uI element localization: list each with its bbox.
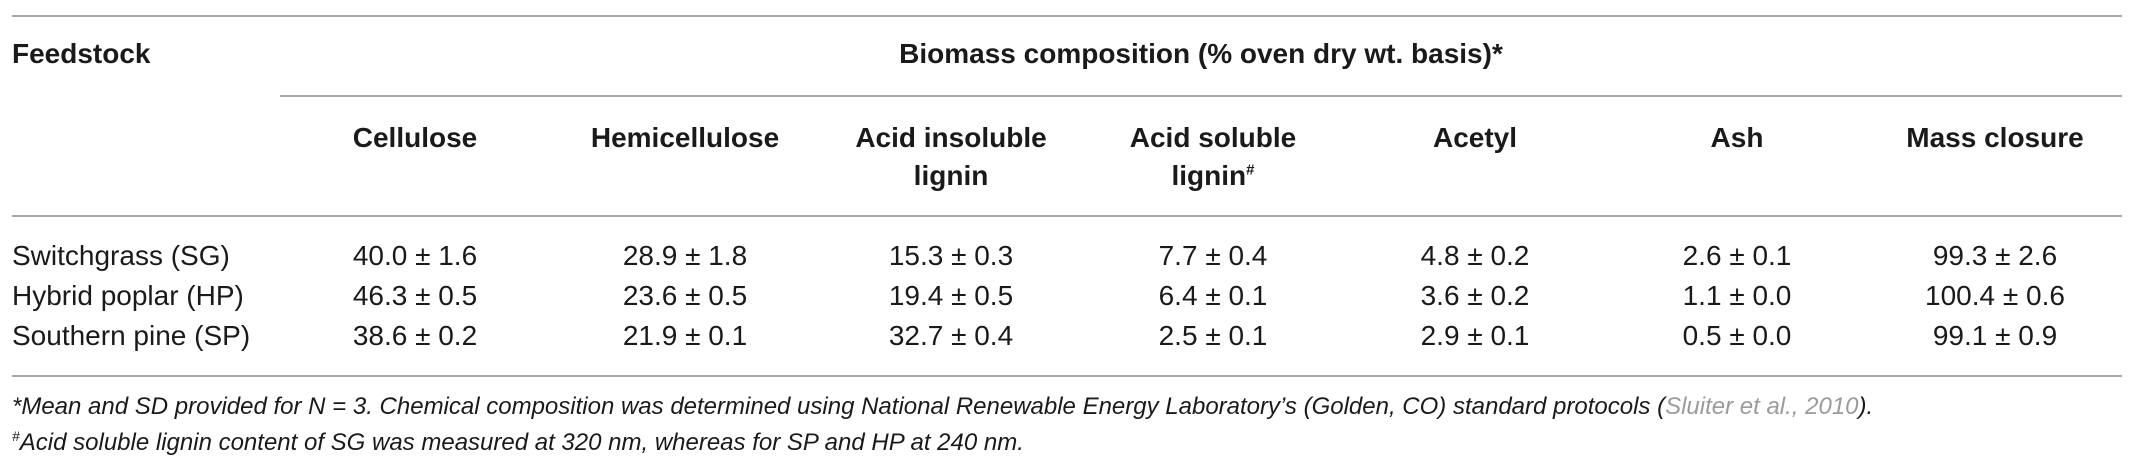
footnote-2: #Acid soluble lignin content of SG was m… <box>12 427 1024 459</box>
table-cell: 28.9 ± 1.8 <box>622 240 748 271</box>
group-header: Biomass composition (% oven dry wt. basi… <box>899 38 1503 69</box>
group-header-rule <box>280 95 2122 97</box>
column-header-acetyl: Acetyl <box>1344 119 1606 157</box>
table-bottom-rule <box>12 375 2122 377</box>
table-cell: 2.9 ± 0.1 <box>1420 320 1530 351</box>
column-header-line: Ash <box>1710 122 1764 153</box>
column-header-line: Mass closure <box>1906 122 2084 153</box>
footnote-1: *Mean and SD provided for N = 3. Chemica… <box>12 391 1873 423</box>
table-cell: 99.1 ± 0.9 <box>1932 320 2058 351</box>
table-cell: 2.5 ± 0.1 <box>1158 320 1268 351</box>
column-header-acid-soluble-lignin: Acid soluble lignin# <box>1082 119 1344 195</box>
footnote-mark: # <box>12 428 20 444</box>
table-cell: 4.8 ± 0.2 <box>1420 240 1530 271</box>
column-header-line: lignin# <box>1082 157 1344 195</box>
table-cell: 21.9 ± 0.1 <box>622 320 748 351</box>
column-header-line-text: lignin <box>1171 160 1247 191</box>
footnote-2-text: Acid soluble lignin content of SG was me… <box>19 429 1024 456</box>
table-cell: 23.6 ± 0.5 <box>622 280 748 311</box>
column-header-line: Acetyl <box>1432 122 1518 153</box>
column-header-line: Cellulose <box>352 122 478 153</box>
column-header-ash: Ash <box>1606 119 1868 157</box>
column-header-hemicellulose: Hemicellulose <box>550 119 820 157</box>
table-cell: 15.3 ± 0.3 <box>888 240 1014 271</box>
table-cell: 99.3 ± 2.6 <box>1932 240 2058 271</box>
table-cell: 32.7 ± 0.4 <box>888 320 1014 351</box>
table-cell: 38.6 ± 0.2 <box>352 320 478 351</box>
table-cell: 1.1 ± 0.0 <box>1682 280 1792 311</box>
row-label-southern-pine: Southern pine (SP) <box>12 320 251 351</box>
table-cell: 7.7 ± 0.4 <box>1158 240 1268 271</box>
table-cell: 46.3 ± 0.5 <box>352 280 478 311</box>
table-cell: 40.0 ± 1.6 <box>352 240 478 271</box>
table-cell: 3.6 ± 0.2 <box>1420 280 1530 311</box>
footnote-mark: # <box>1246 161 1255 179</box>
table-cell: 2.6 ± 0.1 <box>1682 240 1792 271</box>
table-cell: 6.4 ± 0.1 <box>1158 280 1268 311</box>
table-cell: 0.5 ± 0.0 <box>1682 320 1792 351</box>
feedstock-header: Feedstock <box>12 38 151 69</box>
header-bottom-rule <box>12 215 2122 217</box>
table-cell: 19.4 ± 0.5 <box>888 280 1014 311</box>
row-label-hybrid-poplar: Hybrid poplar (HP) <box>12 280 244 311</box>
column-header-cellulose: Cellulose <box>280 119 550 157</box>
table-cell: 100.4 ± 0.6 <box>1925 280 2065 311</box>
row-label-switchgrass: Switchgrass (SG) <box>12 240 230 271</box>
column-header-acid-insoluble-lignin: Acid insoluble lignin <box>820 119 1082 195</box>
column-header-line: Acid insoluble <box>855 122 1047 153</box>
citation-link[interactable]: Sluiter et al., 2010 <box>1665 393 1859 420</box>
column-header-line: lignin <box>913 160 989 191</box>
footnote-1-end: ). <box>1858 393 1874 420</box>
table-top-rule <box>12 15 2122 17</box>
column-header-line: Acid soluble <box>1129 122 1297 153</box>
column-header-line: Hemicellulose <box>590 122 780 153</box>
column-header-mass-closure: Mass closure <box>1868 119 2122 157</box>
footnote-1-text: *Mean and SD provided for N = 3. Chemica… <box>12 393 1666 420</box>
